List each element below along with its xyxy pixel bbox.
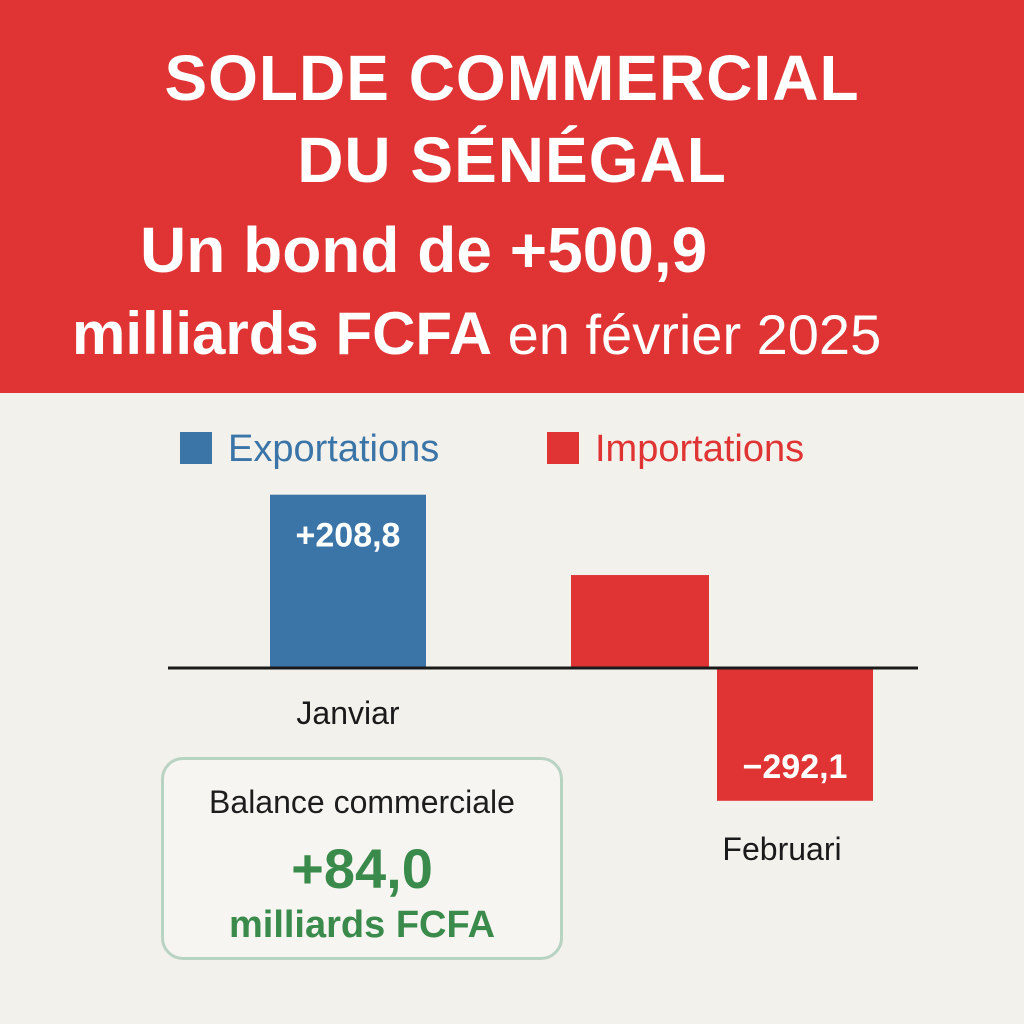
balance-value: +84,0	[291, 837, 433, 900]
legend-swatch-exports	[180, 432, 212, 464]
balance-title: Balance commerciale	[209, 784, 515, 820]
bar-importations-janviar	[571, 575, 709, 668]
legend-label-imports: Importations	[595, 428, 805, 470]
legend-swatch-imports	[547, 432, 579, 464]
bar-importations-februari	[717, 668, 873, 801]
title-banner	[0, 0, 1024, 393]
subtitle-line-1: Un bond de +500,9	[140, 214, 708, 286]
subtitle-bold-part: milliards FCFA	[72, 300, 493, 367]
bar-exportations-janviar	[270, 494, 426, 668]
subtitle-line-2: milliards FCFA en février 2025	[72, 301, 881, 367]
title-line-2: DU SÉNÉGAL	[297, 124, 727, 196]
data-label-februari: −292,1	[743, 748, 848, 786]
balance-unit: milliards FCFA	[228, 904, 496, 946]
bar-chart: +208,8 −292,1 Janviar Februari	[168, 494, 918, 867]
category-label-janviar: Janviar	[296, 695, 400, 731]
title-line-1: SOLDE COMMERCIAL	[164, 42, 860, 114]
category-label-februari: Februari	[722, 831, 841, 867]
balance-box: Balance commerciale +84,0 milliards FCFA	[161, 757, 563, 960]
data-label-janviar: +208,8	[296, 517, 401, 555]
legend-label-exports: Exportations	[228, 428, 440, 470]
subtitle-rest-part: en février 2025	[492, 303, 882, 366]
